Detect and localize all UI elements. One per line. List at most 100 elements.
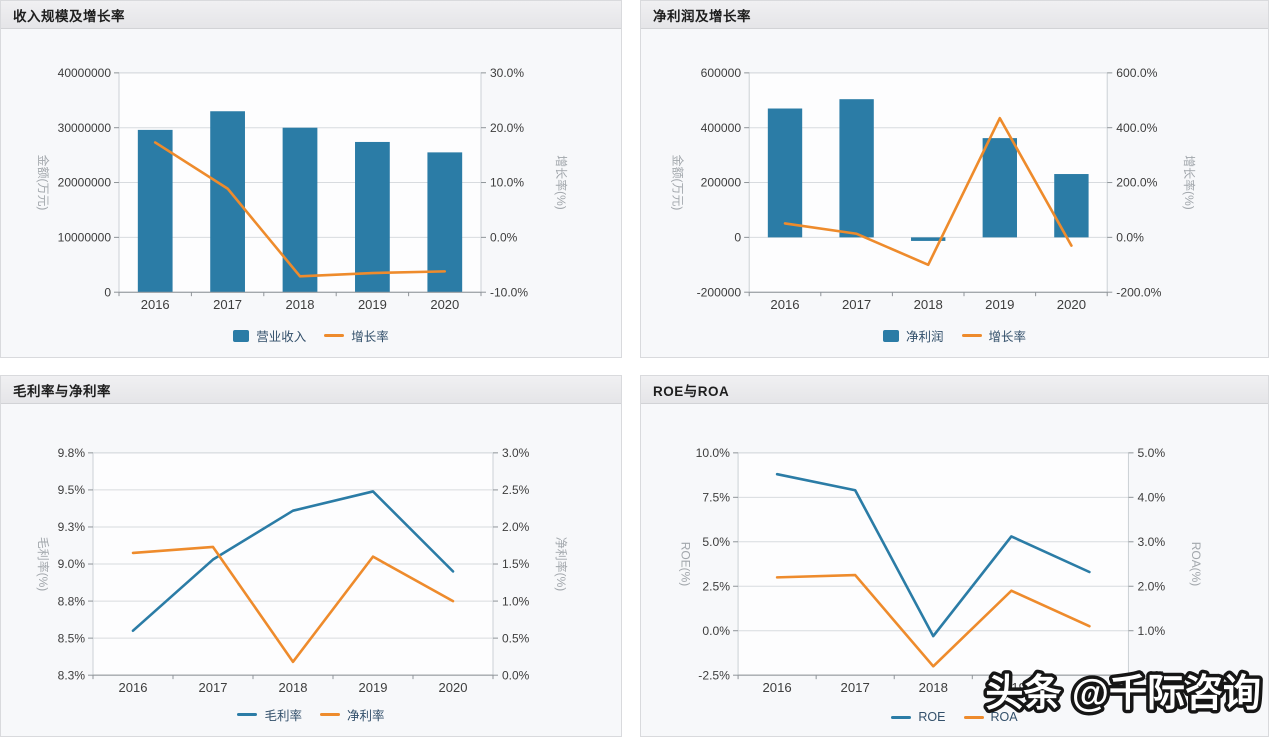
left-axis-name: 金额(万元): [670, 155, 685, 211]
svg-text:400.0%: 400.0%: [1116, 121, 1157, 135]
svg-text:0.0%: 0.0%: [1116, 231, 1144, 245]
panel-title-bar: 收入规模及增长率: [1, 1, 621, 29]
svg-text:200.0%: 200.0%: [1116, 176, 1157, 190]
legend-bar-swatch-icon: [233, 329, 250, 342]
x-axis-ticks: [92, 675, 494, 680]
svg-text:2017: 2017: [199, 680, 228, 695]
svg-text:2017: 2017: [842, 297, 871, 312]
svg-text:2.0%: 2.0%: [502, 520, 530, 534]
svg-text:8.8%: 8.8%: [58, 594, 86, 608]
legend-label: 净利率: [347, 709, 385, 723]
svg-text:2020: 2020: [439, 680, 468, 695]
panel-title: 净利润及增长率: [653, 8, 751, 24]
svg-text:2018: 2018: [286, 297, 315, 312]
svg-text:2.0%: 2.0%: [1138, 580, 1166, 594]
legend-line-swatch-icon: [961, 334, 982, 337]
legend-bar-swatch-icon: [882, 329, 899, 342]
chart-canvas-roe-roa: -2.5% 0.0% 2.5% 5.0% 7.5% 10.0% 0.0% 1.0% 2.0% 3.…: [678, 446, 1203, 695]
svg-text:2017: 2017: [841, 680, 870, 695]
svg-text:2016: 2016: [141, 297, 170, 312]
panel-title-bar: 净利润及增长率: [641, 1, 1268, 29]
svg-text:5.0%: 5.0%: [1138, 446, 1166, 460]
svg-text:8.5%: 8.5%: [58, 631, 86, 645]
chart-area: -200000 0 200000 400000 600000 -200.0% 0.0% 200…: [641, 29, 1268, 357]
svg-text:3.0%: 3.0%: [502, 446, 530, 460]
svg-text:600.0%: 600.0%: [1116, 66, 1157, 80]
legend-item-secondary[interactable]: ROA: [963, 710, 1018, 724]
legend-item-primary[interactable]: ROE: [891, 710, 946, 724]
svg-text:2020: 2020: [430, 297, 459, 312]
line-series: [783, 116, 1073, 267]
right-axis-ticks: -200.0% 0.0% 200.0% 400.0% 600.0%: [1107, 66, 1162, 299]
legend-item-primary[interactable]: 营业收入: [233, 326, 306, 345]
svg-text:0: 0: [104, 285, 111, 299]
panel-title: ROE与ROA: [653, 383, 730, 399]
x-axis-labels: 2016 2017 2018 2019 2020: [763, 680, 1105, 695]
legend-label: 增长率: [988, 330, 1027, 344]
legend-item-secondary[interactable]: 增长率: [324, 326, 389, 345]
plot-area: [737, 452, 1129, 676]
svg-text:2018: 2018: [279, 680, 308, 695]
right-axis-ticks: 0.0% 0.5% 1.0% 1.5% 2.0% 2.5% 3.0%: [493, 446, 530, 682]
line-series: [775, 472, 1091, 638]
svg-text:2.5%: 2.5%: [502, 483, 530, 497]
svg-text:3.0%: 3.0%: [1138, 535, 1166, 549]
svg-text:2019: 2019: [997, 680, 1026, 695]
svg-text:0.5%: 0.5%: [502, 631, 530, 645]
legend-item-secondary[interactable]: 增长率: [961, 326, 1027, 345]
svg-text:0.0%: 0.0%: [1138, 668, 1166, 682]
panel-title-bar: ROE与ROA: [641, 376, 1268, 404]
svg-text:2018: 2018: [919, 680, 948, 695]
chart-legend: 净利润 增长率: [641, 326, 1268, 345]
svg-text:2016: 2016: [770, 297, 799, 312]
legend-label: 净利润: [905, 330, 944, 344]
chart-canvas-revenue-growth: 0 10000000 20000000 30000000 40000000 -10.0% 0…: [36, 66, 569, 312]
legend-line-swatch-icon: [320, 713, 340, 716]
svg-text:2016: 2016: [763, 680, 792, 695]
svg-text:20000000: 20000000: [58, 176, 112, 190]
legend-line-swatch-icon: [963, 715, 984, 719]
svg-text:9.5%: 9.5%: [58, 483, 86, 497]
svg-text:2017: 2017: [213, 297, 242, 312]
svg-text:400000: 400000: [701, 121, 742, 135]
legend-item-secondary[interactable]: 净利率: [320, 705, 385, 724]
svg-text:2019: 2019: [985, 297, 1014, 312]
legend-item-primary[interactable]: 毛利率: [237, 705, 302, 724]
svg-text:30000000: 30000000: [58, 121, 112, 135]
line-series: [131, 490, 455, 633]
right-axis-ticks: -10.0% 0.0% 10.0% 20.0% 30.0%: [481, 66, 528, 299]
chart-canvas-net-profit-growth: -200000 0 200000 400000 600000 -200.0% 0.0% 200…: [670, 66, 1197, 312]
panel-title-bar: 毛利率与净利率: [1, 376, 621, 404]
svg-text:0: 0: [734, 231, 741, 245]
legend-label: 营业收入: [256, 330, 307, 344]
svg-text:1.0%: 1.0%: [502, 594, 530, 608]
svg-text:2020: 2020: [1075, 680, 1104, 695]
legend-item-primary[interactable]: 净利润: [882, 326, 944, 345]
svg-text:2019: 2019: [359, 680, 388, 695]
svg-text:1.0%: 1.0%: [1138, 624, 1166, 638]
svg-text:0.0%: 0.0%: [502, 668, 530, 682]
svg-text:10.0%: 10.0%: [696, 446, 731, 460]
line-series: [775, 573, 1091, 668]
chart-legend: ROE ROA: [641, 710, 1268, 724]
svg-text:-200.0%: -200.0%: [1116, 285, 1161, 299]
chart-canvas-margins: 8.3% 8.5% 8.8% 9.0% 9.3% 9.5% 9.8% 0.0% 0.5% 1.0%…: [36, 446, 569, 695]
left-axis-ticks: -200000 0 200000 400000 600000: [697, 66, 1108, 299]
panel-net-profit-growth: 净利润及增长率 -200000 0 200000 400000 600000 -200.0…: [640, 0, 1269, 358]
svg-text:9.0%: 9.0%: [58, 557, 86, 571]
svg-text:-200000: -200000: [697, 285, 742, 299]
left-axis-name: 金额(万元): [36, 155, 51, 211]
panel-title: 毛利率与净利率: [13, 383, 111, 399]
chart-area: 8.3% 8.5% 8.8% 9.0% 9.3% 9.5% 9.8% 0.0% 0.5% 1.0%…: [1, 404, 621, 736]
svg-text:0.0%: 0.0%: [490, 231, 518, 245]
legend-label: ROA: [990, 710, 1018, 724]
right-axis-ticks: 0.0% 1.0% 2.0% 3.0% 4.0% 5.0%: [1128, 446, 1165, 682]
chart-legend: 营业收入 增长率: [1, 326, 621, 345]
left-axis-name: 毛利率(%): [36, 537, 51, 591]
x-axis-ticks: [737, 675, 1129, 680]
left-axis-name: ROE(%): [678, 542, 692, 587]
svg-text:9.8%: 9.8%: [58, 446, 86, 460]
legend-line-swatch-icon: [237, 713, 258, 716]
chart-area: 0 10000000 20000000 30000000 40000000 -10.0% 0…: [1, 29, 621, 357]
